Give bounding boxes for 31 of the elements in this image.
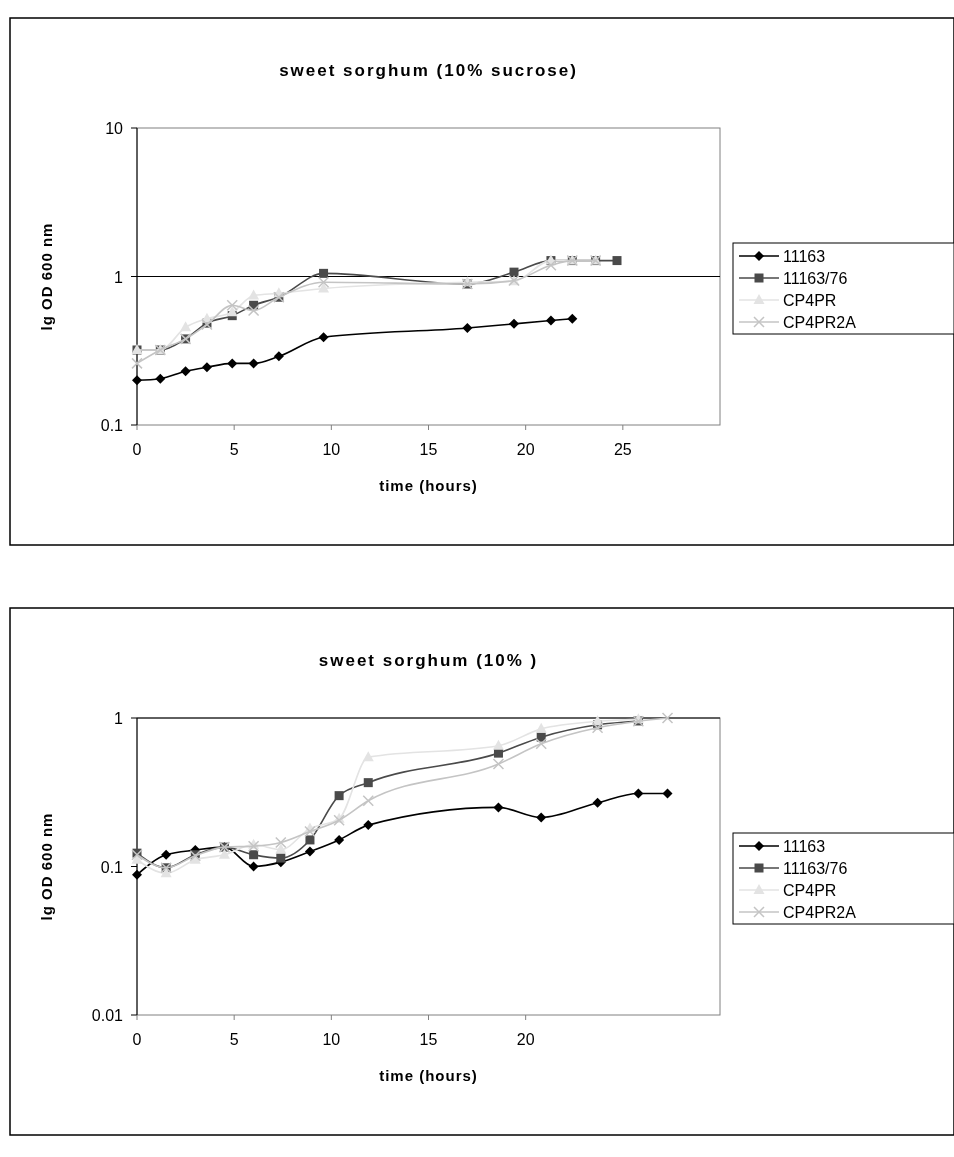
x-tick-label: 10	[322, 1031, 341, 1048]
y-tick-label: 1	[114, 268, 124, 286]
y-tick-label: 0.1	[100, 417, 124, 434]
legend-label: CP4PR	[783, 882, 837, 899]
legend-label: CP4PR	[783, 292, 837, 309]
legend-label: 11163	[783, 838, 826, 855]
x-axis-title: time (hours)	[379, 477, 478, 494]
x-tick-label: 15	[419, 441, 438, 458]
y-tick-label: 0.1	[100, 858, 124, 876]
x-tick-label: 15	[419, 1031, 438, 1048]
legend-label: 11163	[783, 248, 826, 265]
y-axis-title: lg OD 600 nm	[38, 222, 55, 331]
x-tick-label: 5	[229, 441, 239, 458]
x-axis-title: time (hours)	[379, 1067, 478, 1084]
y-tick-label: 1	[114, 710, 124, 727]
y-axis-title: lg OD 600 nm	[38, 812, 55, 921]
chart-title: sweet sorghum (10% sucrose)	[279, 61, 578, 80]
x-tick-label: 20	[516, 441, 535, 458]
legend-label: CP4PR2A	[783, 904, 857, 921]
x-tick-label: 20	[516, 1031, 535, 1048]
x-tick-label: 0	[132, 441, 142, 458]
chart-title: sweet sorghum (10% )	[318, 651, 539, 670]
legend-label: 11163/76	[783, 860, 848, 877]
y-tick-label: 0.01	[91, 1007, 124, 1024]
y-tick-label: 10	[105, 120, 124, 137]
x-tick-label: 5	[229, 1031, 239, 1048]
x-tick-label: 25	[613, 441, 632, 458]
legend-label: CP4PR2A	[783, 314, 857, 331]
x-tick-label: 0	[132, 1031, 142, 1048]
x-tick-label: 10	[322, 441, 341, 458]
legend-label: 11163/76	[783, 270, 848, 287]
